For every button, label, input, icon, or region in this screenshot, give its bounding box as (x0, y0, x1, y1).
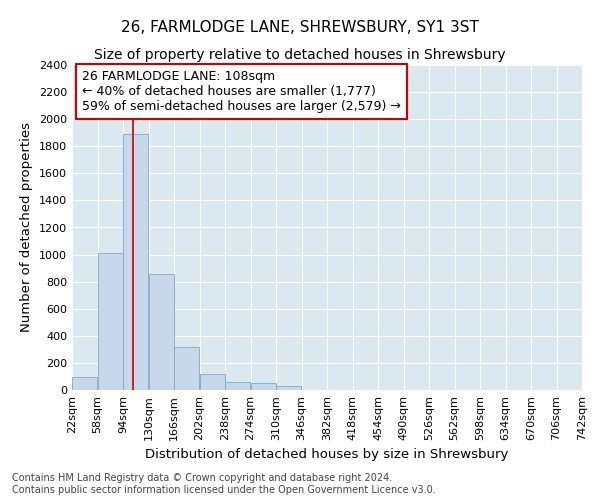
Text: Size of property relative to detached houses in Shrewsbury: Size of property relative to detached ho… (94, 48, 506, 62)
Bar (174, 348, 199, 390)
Bar (276, 386, 301, 390)
Bar (98, 253, 123, 390)
Bar (200, 374, 225, 390)
Bar (72, 377, 97, 390)
X-axis label: Distribution of detached houses by size in Shrewsbury: Distribution of detached houses by size … (145, 448, 509, 462)
Bar (123, 134, 148, 390)
Text: 26, FARMLODGE LANE, SHREWSBURY, SY1 3ST: 26, FARMLODGE LANE, SHREWSBURY, SY1 3ST (121, 20, 479, 35)
Bar (251, 383, 276, 390)
Text: 26 FARMLODGE LANE: 108sqm
← 40% of detached houses are smaller (1,777)
59% of se: 26 FARMLODGE LANE: 108sqm ← 40% of detac… (82, 70, 401, 113)
Text: Contains HM Land Registry data © Crown copyright and database right 2024.
Contai: Contains HM Land Registry data © Crown c… (12, 474, 436, 495)
Y-axis label: Number of detached properties: Number of detached properties (20, 122, 34, 332)
Bar (149, 274, 174, 390)
Bar (225, 382, 250, 390)
